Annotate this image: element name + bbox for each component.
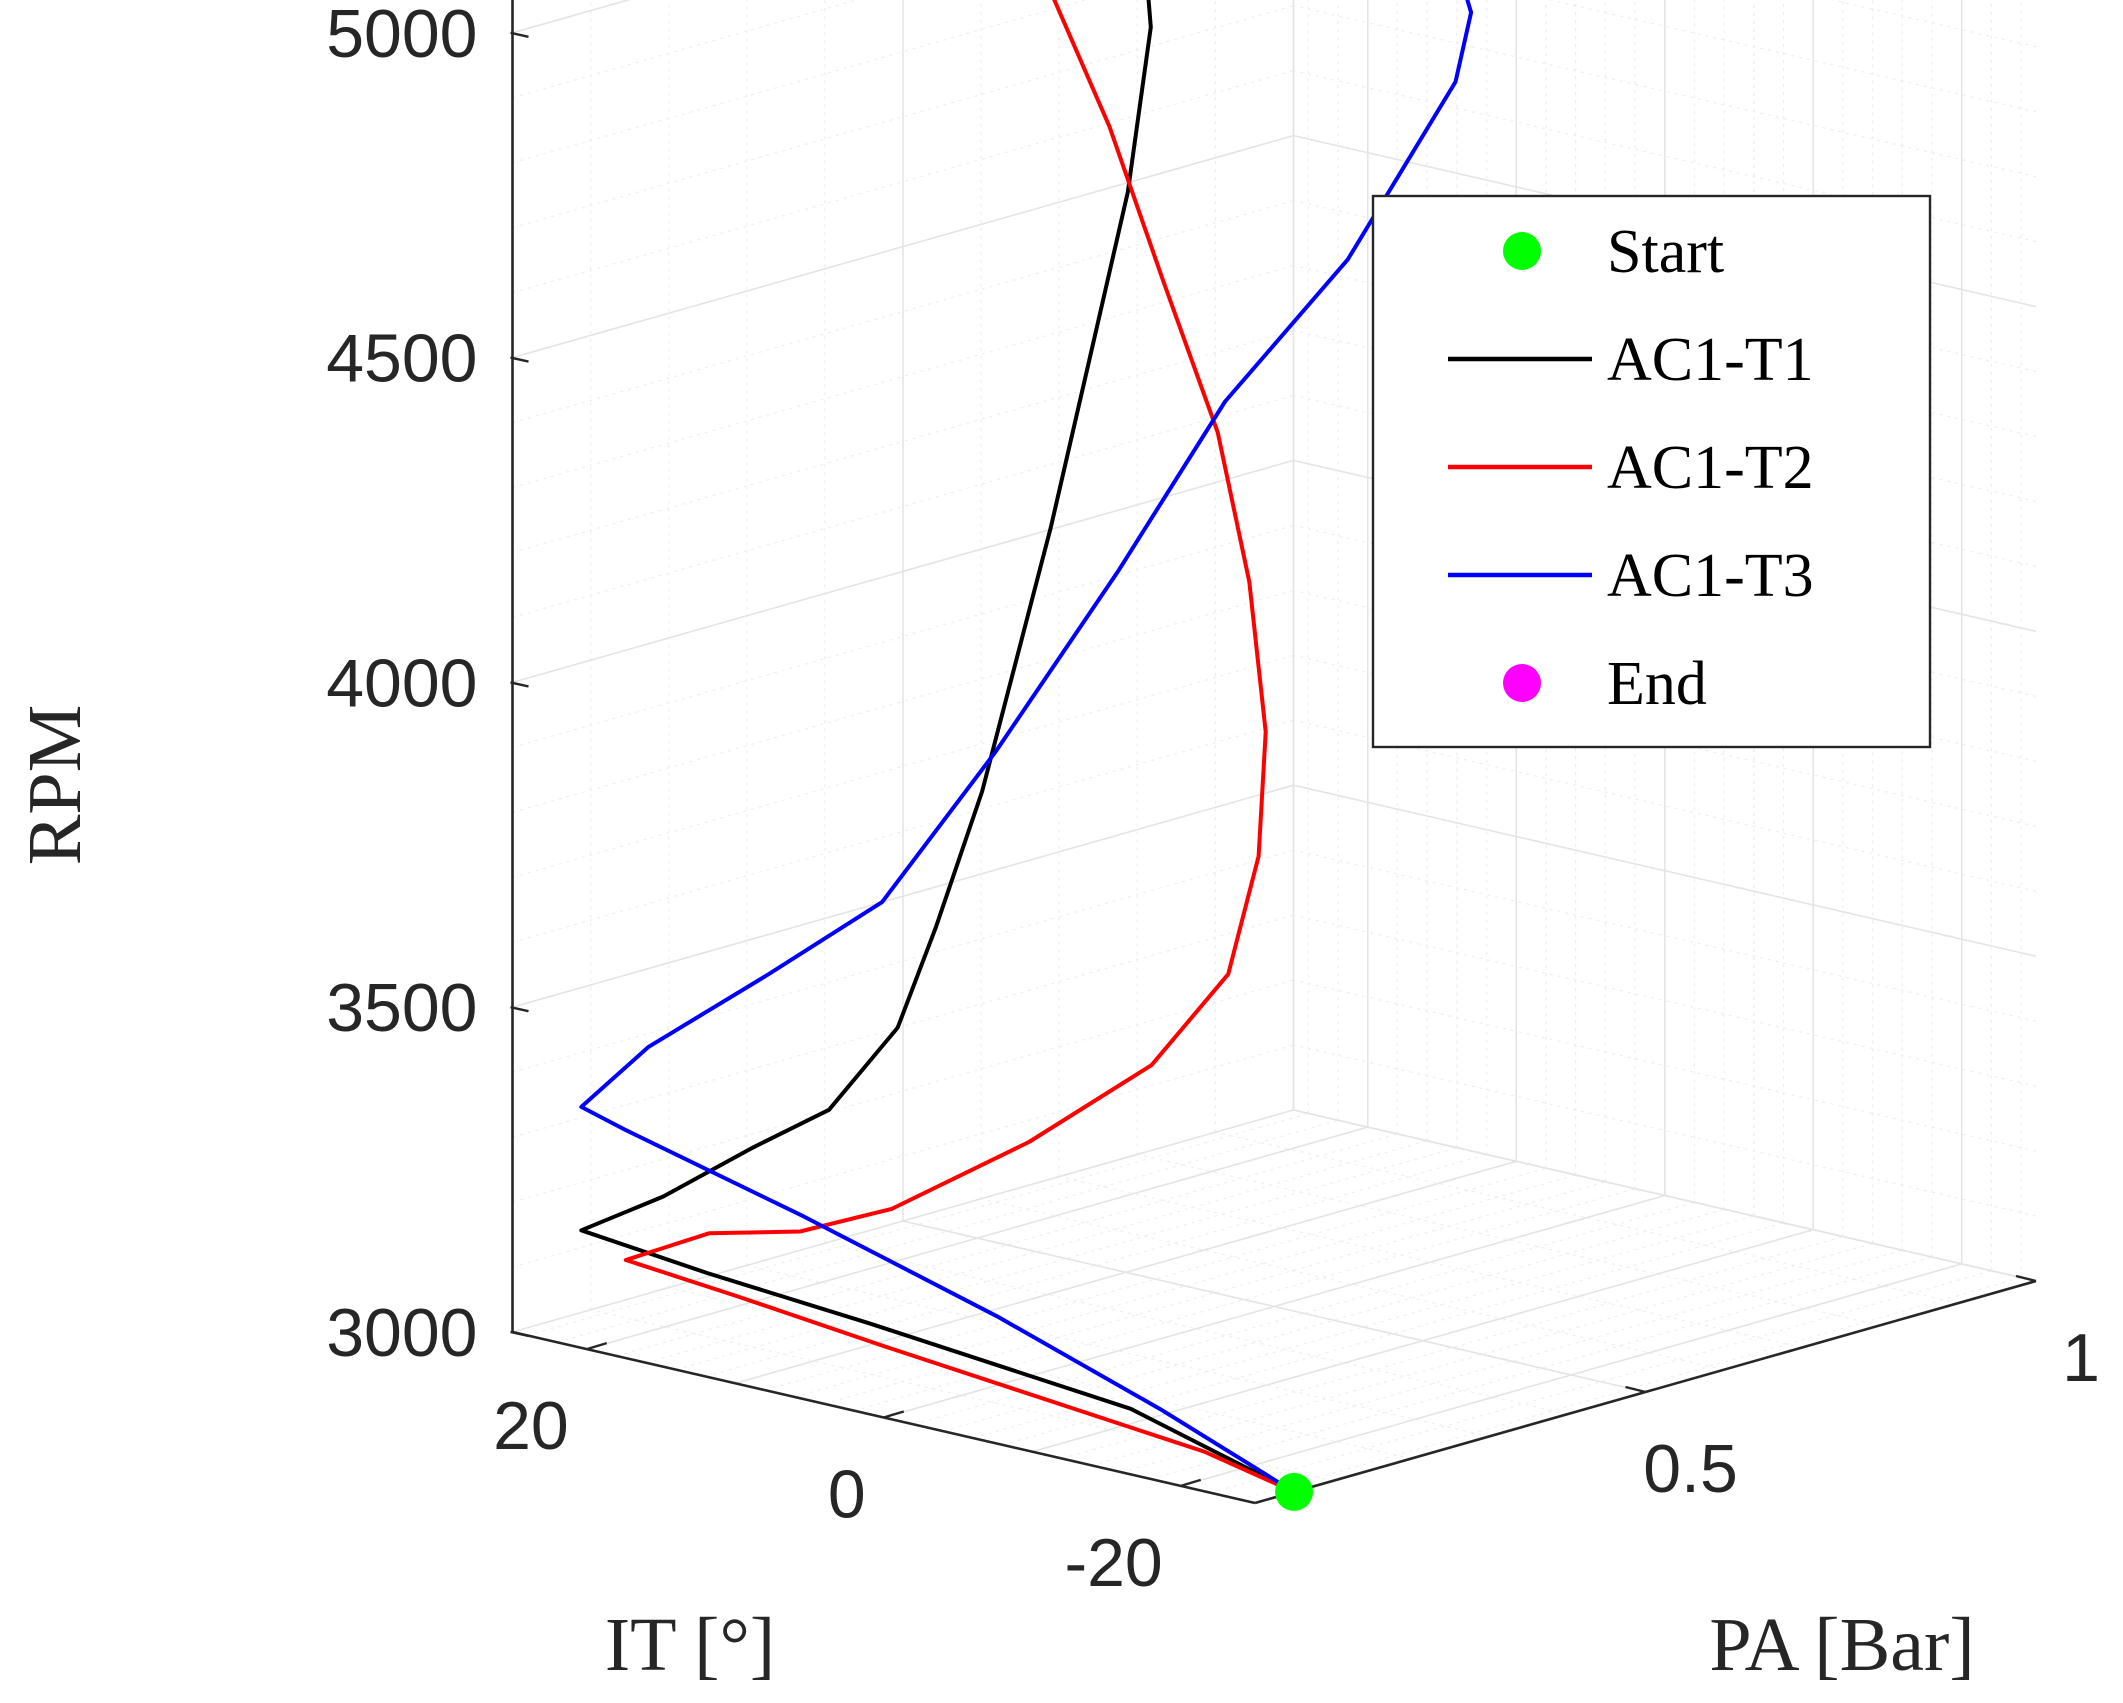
grid-line-minor — [1293, 1044, 2037, 1217]
legend-label: End — [1607, 650, 1707, 718]
grid-line-minor — [824, 1242, 1568, 1415]
x-axis-title: IT [°] — [605, 1603, 775, 1687]
x-tick-label: 0 — [828, 1457, 866, 1533]
series-line-ac1-t3 — [579, 0, 1474, 1494]
legend-item-start: Start — [1503, 218, 1724, 286]
z-axis-title: RPM — [13, 705, 97, 866]
legend-label: Start — [1607, 218, 1724, 286]
series — [579, 0, 1474, 1494]
y-tick — [1625, 1385, 1646, 1394]
grid-line-minor — [590, 1309, 1334, 1482]
z-tick-label: 5000 — [326, 0, 477, 72]
grid-line-major — [512, 134, 1294, 359]
grid-line-major — [1293, 784, 2037, 957]
grid-line-minor — [1293, 979, 2037, 1152]
z-tick-label: 4000 — [326, 645, 477, 721]
grid-line-major — [902, 1220, 1646, 1393]
start-marker — [1275, 1472, 1314, 1511]
legend-box — [1371, 194, 1932, 749]
y-axis-title: PA [Bar] — [1709, 1603, 1974, 1687]
z-tick — [510, 1006, 529, 1013]
y-tick — [2015, 1274, 2037, 1283]
grid-line-minor — [1059, 1176, 1802, 1349]
legend-item-end: End — [1503, 650, 1707, 718]
z-tick — [510, 1330, 529, 1338]
legend-label: AC1-T2 — [1607, 434, 1814, 502]
legend-label: AC1-T1 — [1607, 326, 1814, 394]
legend-marker-swatch — [1503, 664, 1541, 702]
grid-line-minor — [746, 1264, 1490, 1437]
grid-line-minor — [1293, 5, 2037, 178]
grid-line-minor — [1137, 1153, 1880, 1326]
grid-line-minor — [1293, 914, 2037, 1087]
grid-line-major — [512, 784, 1294, 1008]
y-tick-label: 1 — [2062, 1320, 2100, 1396]
x-tick — [883, 1410, 905, 1419]
legend-item-ac1-t1: AC1-T1 — [1448, 326, 1814, 394]
x-tick — [586, 1341, 608, 1351]
x-tick-label: -20 — [1064, 1525, 1162, 1601]
y-tick-label: 0.5 — [1643, 1431, 1738, 1507]
series-line-ac1-t2 — [623, 0, 1296, 1494]
z-tick-label: 3000 — [326, 1295, 477, 1371]
tick-labels: 300035004000450050005500200-200.51 — [326, 0, 2100, 1601]
grid-line-major — [1293, 1109, 2037, 1282]
legend: Start AC1-T1 AC1-T2 AC1-T3 End — [1371, 194, 1932, 749]
z-tick — [510, 681, 529, 688]
markers — [1275, 1472, 1314, 1511]
x-tick-label: 20 — [493, 1388, 569, 1464]
grid-line-minor — [1293, 70, 2037, 243]
z-tick — [510, 356, 529, 363]
x-tick — [1180, 1478, 1202, 1488]
grid-line-minor — [1215, 1131, 1959, 1304]
legend-item-ac1-t2: AC1-T2 — [1448, 434, 1814, 502]
series-line-ac1-t1 — [579, 0, 1296, 1494]
legend-item-ac1-t3: AC1-T3 — [1448, 542, 1814, 610]
legend-marker-swatch — [1503, 232, 1541, 270]
grid-line-minor — [1293, 849, 2037, 1022]
grid-line-minor — [1293, 719, 2037, 892]
legend-label: AC1-T3 — [1607, 542, 1814, 610]
axes — [510, 0, 2037, 1505]
z-tick-label: 4500 — [326, 321, 477, 397]
z-tick-label: 3500 — [326, 970, 477, 1046]
grid-line-minor — [980, 1198, 1724, 1371]
z-tick — [510, 31, 529, 38]
